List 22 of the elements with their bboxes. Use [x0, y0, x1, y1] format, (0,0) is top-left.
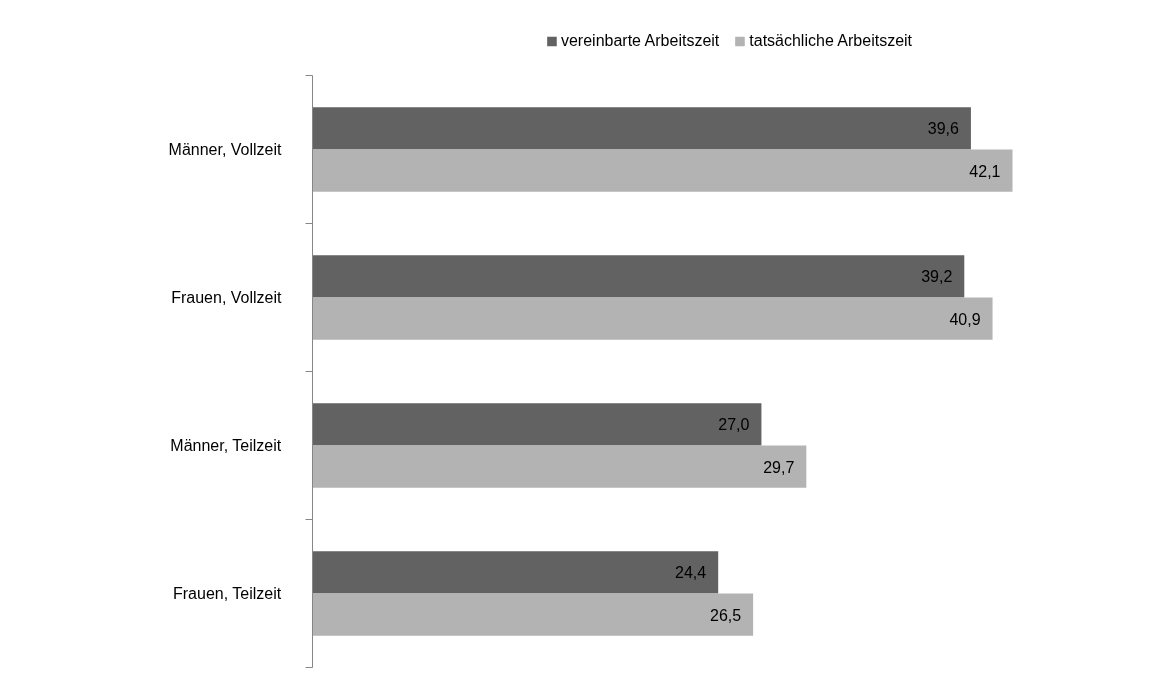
- bar: [312, 107, 971, 150]
- data-label: 40,9: [949, 310, 981, 328]
- y-tick-label: Frauen, Teilzeit: [173, 585, 282, 603]
- bar: [312, 445, 807, 488]
- bar: [312, 593, 754, 636]
- y-tick-label: Frauen, Vollzeit: [171, 289, 283, 307]
- bar: [312, 255, 965, 298]
- data-label: 29,7: [763, 458, 795, 476]
- data-label: 39,2: [921, 268, 953, 286]
- bar: [312, 149, 1013, 192]
- bar: [312, 403, 762, 446]
- y-tick-label: Männer, Vollzeit: [168, 141, 283, 159]
- legend-label: vereinbarte Arbeitszeit: [560, 32, 720, 50]
- data-label: 26,5: [709, 606, 742, 624]
- data-label: 27,0: [718, 416, 750, 434]
- data-label: 39,6: [927, 120, 960, 138]
- y-tick-label: Männer, Teilzeit: [170, 437, 282, 455]
- bar: [312, 297, 993, 340]
- bar: [312, 551, 719, 594]
- data-label: 42,1: [969, 162, 1001, 180]
- legend-label: tatsächliche Arbeitszeit: [749, 32, 913, 50]
- data-label: 24,4: [675, 564, 707, 582]
